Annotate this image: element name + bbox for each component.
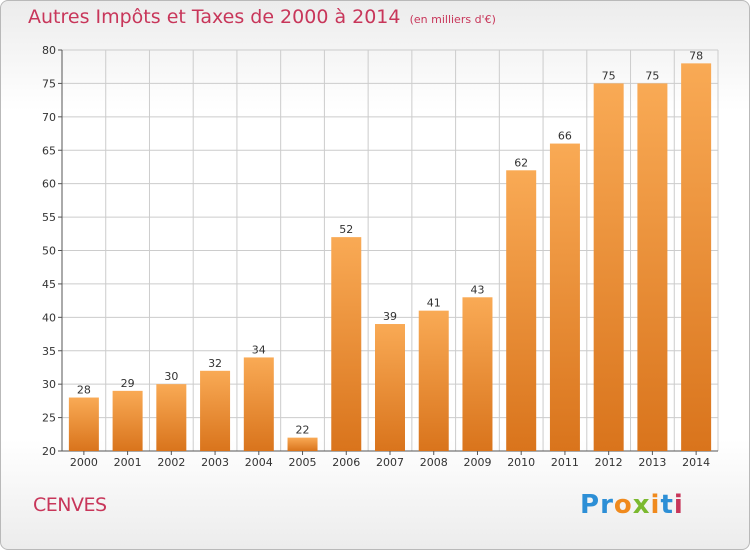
x-tick-label-2008: 2008: [420, 456, 448, 469]
y-tick-label: 30: [42, 378, 56, 391]
logo-letter: P: [580, 490, 601, 520]
y-tick-label: 25: [42, 412, 56, 425]
data-label-2004: 34: [252, 343, 266, 356]
logo-letter: r: [600, 490, 614, 520]
x-tick-label-2007: 2007: [376, 456, 404, 469]
y-tick-label: 55: [42, 211, 56, 224]
data-label-2001: 29: [121, 377, 135, 390]
data-label-2010: 62: [514, 156, 528, 169]
data-label-2006: 52: [339, 223, 353, 236]
logo-letter: t: [660, 490, 674, 520]
x-tick-label-2005: 2005: [289, 456, 317, 469]
data-label-2002: 30: [164, 370, 178, 383]
bar-2005: [287, 437, 318, 451]
bar-2006: [331, 237, 362, 451]
data-label-2008: 41: [427, 297, 441, 310]
y-tick-label: 40: [42, 311, 56, 324]
bar-2014: [681, 63, 712, 451]
bars: [68, 63, 712, 452]
y-tick-label: 75: [42, 77, 56, 90]
data-label-2013: 75: [645, 69, 659, 82]
logo-letter: o: [613, 490, 633, 520]
logo-letter: i: [650, 490, 661, 520]
y-tick-label: 60: [42, 178, 56, 191]
bar-2011: [549, 143, 580, 452]
y-tick-label: 35: [42, 345, 56, 358]
bar-2013: [637, 83, 668, 452]
data-label-2003: 32: [208, 357, 222, 370]
bar-2010: [506, 170, 537, 452]
x-tick-label-2010: 2010: [507, 456, 535, 469]
chart-title-block: Autres Impôts et Taxes de 2000 à 2014 (e…: [28, 6, 496, 28]
chart-subtitle: (en milliers d'€): [409, 13, 496, 26]
x-tick-label-2013: 2013: [638, 456, 666, 469]
y-tick-label: 70: [42, 111, 56, 124]
x-tick-label-2003: 2003: [201, 456, 229, 469]
y-tick-label: 45: [42, 278, 56, 291]
logo-letter: x: [632, 490, 651, 520]
data-label-2009: 43: [470, 283, 484, 296]
bar-2003: [200, 370, 231, 451]
labels: 20 25 30 35 40 45 50 55 60 65 70 75 80 28 2000 29 2001 30…: [42, 44, 710, 469]
data-label-2012: 75: [602, 69, 616, 82]
bar-2001: [112, 390, 143, 451]
y-tick-label: 20: [42, 445, 56, 458]
data-label-2014: 78: [689, 49, 703, 62]
x-tick-label-2009: 2009: [463, 456, 491, 469]
bar-2000: [68, 397, 99, 451]
y-tick-label: 65: [42, 144, 56, 157]
x-tick-label-2000: 2000: [70, 456, 98, 469]
bar-2012: [593, 83, 624, 452]
x-tick-label-2002: 2002: [157, 456, 185, 469]
y-tick-label: 50: [42, 245, 56, 258]
proxiti-logo[interactable]: Proxiti: [580, 490, 684, 520]
logo-letter: i: [673, 490, 684, 520]
x-tick-label-2011: 2011: [551, 456, 579, 469]
bar-2004: [243, 357, 274, 451]
commune-name: CENVES: [33, 494, 107, 516]
x-tick-label-2001: 2001: [114, 456, 142, 469]
y-tick-label: 80: [42, 44, 56, 57]
data-label-2005: 22: [296, 424, 310, 437]
data-label-2000: 28: [77, 384, 91, 397]
x-tick-label-2004: 2004: [245, 456, 273, 469]
bar-2007: [375, 324, 405, 451]
bar-2002: [156, 384, 187, 451]
chart-title: Autres Impôts et Taxes de 2000 à 2014: [28, 6, 401, 28]
data-label-2011: 66: [558, 130, 572, 143]
x-tick-label-2012: 2012: [595, 456, 623, 469]
x-tick-label-2014: 2014: [682, 456, 710, 469]
bar-2009: [462, 297, 493, 451]
data-label-2007: 39: [383, 310, 397, 323]
x-tick-label-2006: 2006: [332, 456, 360, 469]
bar-2008: [418, 310, 449, 451]
